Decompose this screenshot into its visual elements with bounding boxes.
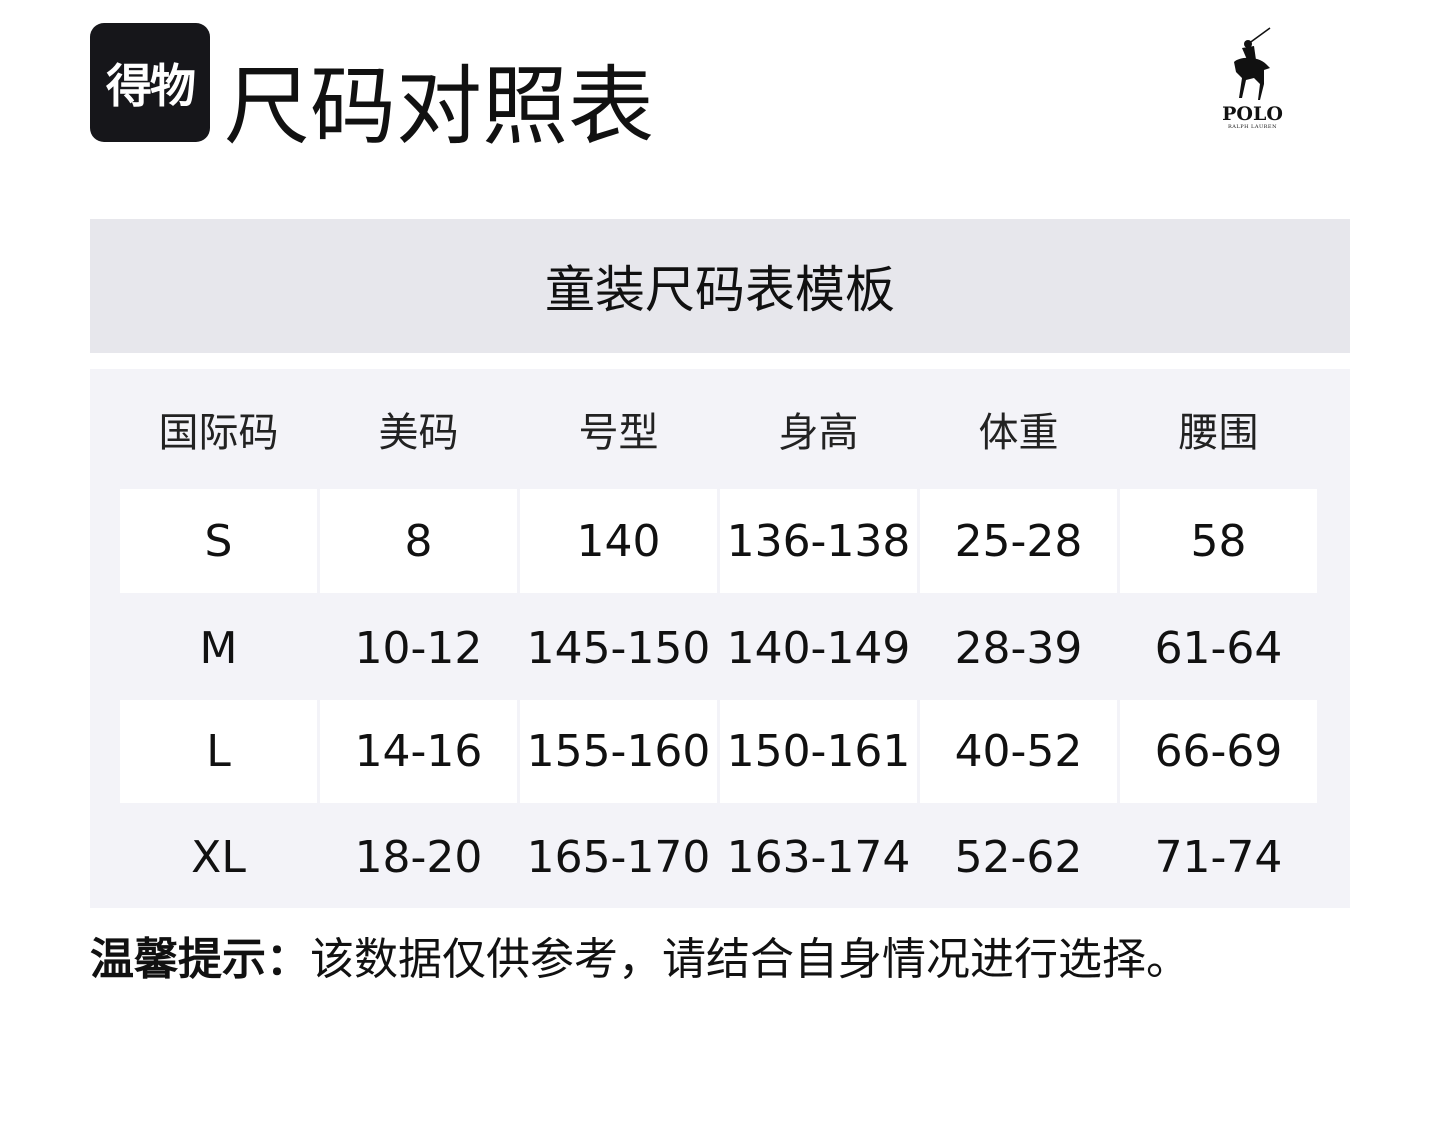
table-cell: 150-161 <box>720 700 917 803</box>
dewu-logo: 得物 <box>90 23 210 142</box>
size-table: 国际码 美码 号型 身高 体重 腰围 S 8 140 136-138 25-28 58 M 10-12 14… <box>90 369 1350 908</box>
ralph-lauren-text: RALPH LAUREN <box>1228 124 1277 130</box>
table-cell: 140 <box>520 489 717 593</box>
column-header: 腰围 <box>1178 409 1259 456</box>
table-cell: 66-69 <box>1120 700 1317 803</box>
polo-text: POLO <box>1222 103 1283 125</box>
table-cell: 25-28 <box>920 489 1117 593</box>
table-cell: 145-150 <box>526 623 711 674</box>
table-cell: 28-39 <box>954 623 1083 674</box>
tip-label: 温馨提示： <box>90 934 310 985</box>
polo-logo: POLO RALPH LAUREN <box>1215 22 1290 130</box>
column-header: 美码 <box>378 409 459 456</box>
logo-text: 得物 <box>106 58 196 113</box>
page-title: 尺码对照表 <box>224 57 654 157</box>
column-header: 国际码 <box>158 409 279 456</box>
table-title: 童装尺码表模板 <box>90 219 1350 353</box>
table-cell: M <box>199 623 238 674</box>
table-cell: XL <box>191 831 246 883</box>
table-cell: 18-20 <box>354 831 483 883</box>
table-cell: 40-52 <box>920 700 1117 803</box>
table-cell: 163-174 <box>726 831 911 883</box>
table-cell: S <box>120 489 317 593</box>
column-header: 号型 <box>578 409 659 456</box>
table-cell: 155-160 <box>520 700 717 803</box>
table-cell: 140-149 <box>726 623 911 674</box>
tip-text: 该数据仅供参考，请结合自身情况进行选择。 <box>310 934 1190 985</box>
table-cell: 61-64 <box>1154 623 1283 674</box>
table-cell: L <box>120 700 317 803</box>
tip-note: 温馨提示：该数据仅供参考，请结合自身情况进行选择。 <box>90 930 1190 990</box>
table-cell: 10-12 <box>354 623 483 674</box>
polo-player-icon <box>1233 27 1270 100</box>
column-header: 身高 <box>778 409 859 456</box>
table-cell: 8 <box>320 489 517 593</box>
column-header: 体重 <box>978 409 1059 456</box>
table-cell: 71-74 <box>1154 831 1283 883</box>
table-cell: 165-170 <box>526 831 711 883</box>
table-cell: 58 <box>1120 489 1317 593</box>
table-cell: 136-138 <box>720 489 917 593</box>
table-cell: 14-16 <box>320 700 517 803</box>
table-cell: 52-62 <box>954 831 1083 883</box>
